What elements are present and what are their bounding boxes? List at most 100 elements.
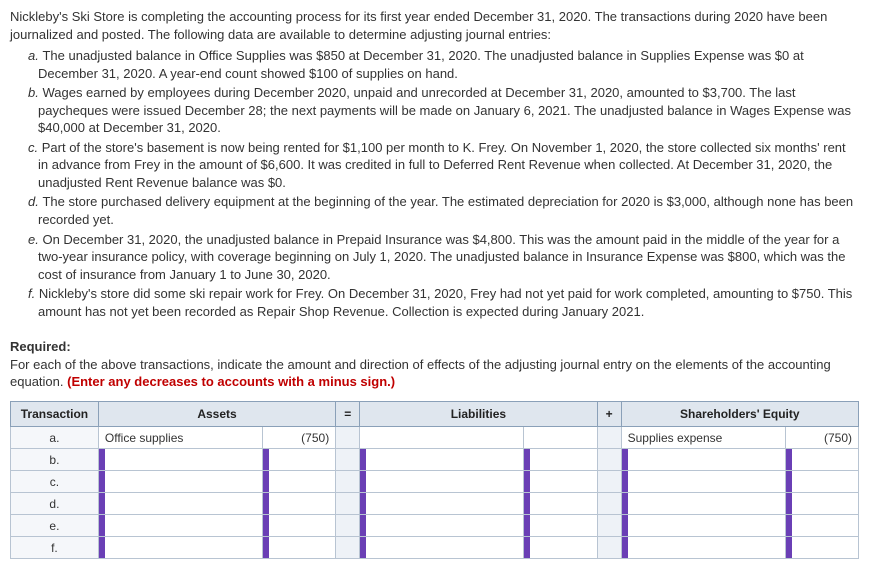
item-list: a. The unadjusted balance in Office Supp… — [10, 47, 859, 320]
amount-input[interactable] — [263, 515, 335, 536]
item-label: d. — [28, 194, 42, 209]
account-name-input[interactable]: Office supplies — [99, 427, 262, 448]
item-a: a. The unadjusted balance in Office Supp… — [28, 47, 859, 82]
table-row: a.Office supplies(750)Supplies expense(7… — [11, 427, 859, 449]
item-text: Part of the store's basement is now bein… — [38, 140, 846, 190]
op-plus — [597, 471, 621, 493]
amount-input[interactable] — [524, 471, 596, 492]
required-red-note: (Enter any decreases to accounts with a … — [67, 374, 395, 389]
amount-input[interactable] — [786, 493, 858, 514]
account-name-input[interactable] — [622, 471, 785, 492]
account-name-value — [628, 449, 785, 470]
op-eq — [336, 537, 360, 559]
account-name-value — [366, 471, 523, 492]
col-plus: + — [597, 401, 621, 426]
item-text: The store purchased delivery equipment a… — [38, 194, 853, 227]
amount-input[interactable] — [263, 471, 335, 492]
amount-input[interactable] — [524, 515, 596, 536]
op-plus — [597, 427, 621, 449]
account-name-input[interactable] — [622, 515, 785, 536]
item-label: f. — [28, 286, 39, 301]
amount-value — [524, 427, 596, 448]
required-block: Required: For each of the above transact… — [10, 338, 859, 391]
intro-text: Nickleby's Ski Store is completing the a… — [10, 8, 859, 43]
item-label: e. — [28, 232, 42, 247]
account-name-input[interactable] — [99, 449, 262, 470]
required-heading: Required: — [10, 338, 859, 356]
item-text: Nickleby's store did some ski repair wor… — [38, 286, 852, 319]
account-name-value — [105, 449, 262, 470]
amount-input[interactable]: (750) — [786, 427, 858, 448]
account-name-value — [366, 449, 523, 470]
amount-input[interactable]: (750) — [263, 427, 335, 448]
account-name-input[interactable] — [99, 493, 262, 514]
account-name-input[interactable] — [360, 493, 523, 514]
amount-value — [269, 449, 335, 470]
account-name-value — [105, 537, 262, 558]
op-plus — [597, 515, 621, 537]
amount-input[interactable] — [786, 449, 858, 470]
account-name-input[interactable] — [99, 537, 262, 558]
item-text: The unadjusted balance in Office Supplie… — [38, 48, 804, 81]
account-name-input[interactable] — [360, 449, 523, 470]
row-label: a. — [11, 427, 99, 449]
accounting-table: Transaction Assets = Liabilities + Share… — [10, 401, 859, 559]
amount-input[interactable] — [786, 515, 858, 536]
amount-input[interactable] — [786, 471, 858, 492]
table-row: d. — [11, 493, 859, 515]
account-name-input[interactable] — [622, 493, 785, 514]
account-name-input[interactable]: Supplies expense — [622, 427, 785, 448]
amount-value — [530, 537, 596, 558]
op-eq — [336, 449, 360, 471]
col-transaction: Transaction — [11, 401, 99, 426]
row-label: e. — [11, 515, 99, 537]
amount-value — [792, 537, 858, 558]
account-name-value — [105, 515, 262, 536]
amount-value: (750) — [263, 427, 335, 448]
amount-input[interactable] — [524, 427, 596, 448]
col-eq: = — [336, 401, 360, 426]
account-name-value: Supplies expense — [622, 427, 785, 448]
col-equity: Shareholders' Equity — [621, 401, 858, 426]
amount-value — [269, 493, 335, 514]
op-plus — [597, 493, 621, 515]
amount-value — [792, 449, 858, 470]
amount-value — [530, 471, 596, 492]
amount-input[interactable] — [524, 537, 596, 558]
account-name-input[interactable] — [360, 537, 523, 558]
amount-input[interactable] — [524, 493, 596, 514]
item-b: b. Wages earned by employees during Dece… — [28, 84, 859, 137]
account-name-input[interactable] — [99, 515, 262, 536]
account-name-input[interactable] — [360, 471, 523, 492]
amount-input[interactable] — [263, 449, 335, 470]
op-eq — [336, 427, 360, 449]
account-name-value — [628, 493, 785, 514]
col-liabilities: Liabilities — [360, 401, 597, 426]
amount-value — [792, 515, 858, 536]
amount-input[interactable] — [263, 537, 335, 558]
account-name-input[interactable] — [99, 471, 262, 492]
account-name-value — [366, 515, 523, 536]
account-name-value: Office supplies — [99, 427, 262, 448]
account-name-input[interactable] — [360, 427, 523, 448]
op-eq — [336, 515, 360, 537]
account-name-input[interactable] — [622, 449, 785, 470]
account-name-value — [628, 515, 785, 536]
op-eq — [336, 493, 360, 515]
amount-input[interactable] — [524, 449, 596, 470]
account-name-input[interactable] — [360, 515, 523, 536]
amount-input[interactable] — [263, 493, 335, 514]
table-row: f. — [11, 537, 859, 559]
item-e: e. On December 31, 2020, the unadjusted … — [28, 231, 859, 284]
item-d: d. The store purchased delivery equipmen… — [28, 193, 859, 228]
item-text: On December 31, 2020, the unadjusted bal… — [38, 232, 845, 282]
amount-input[interactable] — [786, 537, 858, 558]
row-label: d. — [11, 493, 99, 515]
account-name-input[interactable] — [622, 537, 785, 558]
account-name-value — [105, 493, 262, 514]
row-label: f. — [11, 537, 99, 559]
account-name-value — [366, 537, 523, 558]
item-label: c. — [28, 140, 42, 155]
item-label: a. — [28, 48, 42, 63]
op-eq — [336, 471, 360, 493]
